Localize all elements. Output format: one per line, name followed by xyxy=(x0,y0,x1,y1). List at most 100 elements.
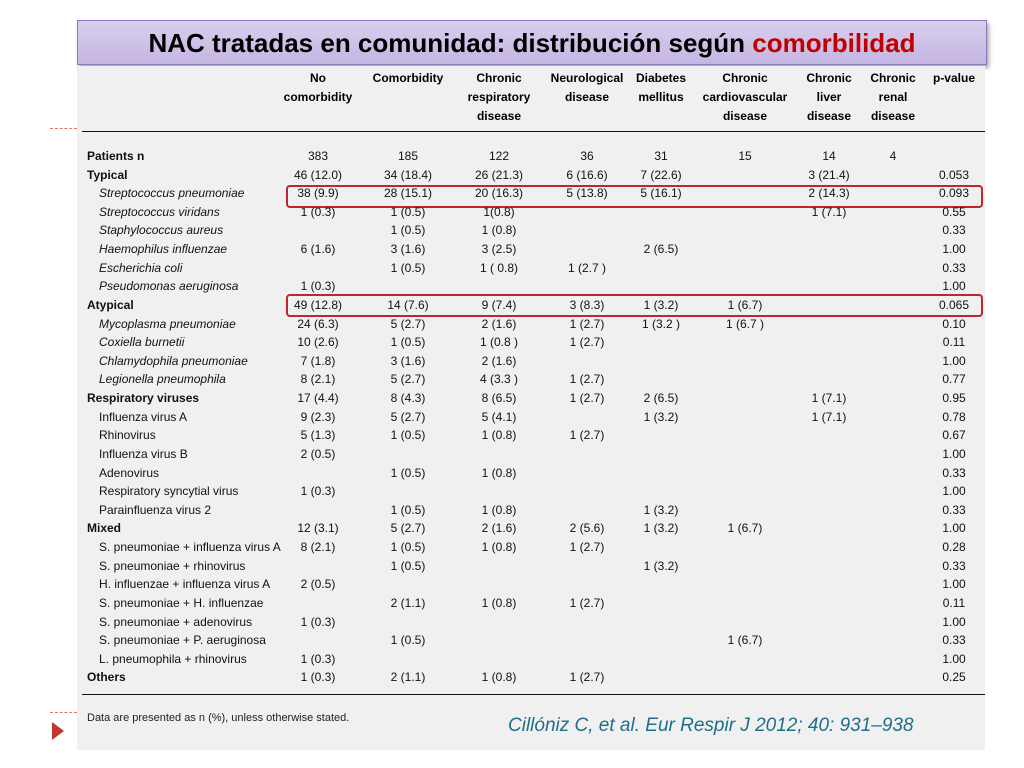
table-cell: 383 xyxy=(307,149,329,163)
table-cell: 1 (2.7) xyxy=(569,335,605,350)
table-row: Others 1 (0.3) 2 (1.1) 1 (0.8) 1 (2.7) 0.25 xyxy=(77,668,985,687)
table-cell: 0.33 xyxy=(942,633,966,648)
table-cell: 1 (2.7) xyxy=(569,372,605,387)
row-label: Pseudomonas aeruginosa xyxy=(99,279,239,294)
table-row: L. pneumophila + rhinovirus 1 (0.3) 1.00 xyxy=(77,650,985,669)
row-label: S. pneumoniae + P. aeruginosa xyxy=(99,633,266,648)
table-cell: 1 (3.2) xyxy=(643,297,679,312)
table-row: Chlamydophila pneumoniae 7 (1.8) 3 (1.6) 2 … xyxy=(77,352,985,371)
table-row: Patients n 383 185 122 36 31 15 14 4 xyxy=(77,147,985,166)
table-cell: 1.00 xyxy=(942,446,966,461)
decorative-dashed-line xyxy=(50,712,77,713)
row-label: S. pneumoniae + adenovirus xyxy=(99,614,253,629)
table-cell: 5 (2.7) xyxy=(390,521,426,536)
table-cell: 2 (0.5) xyxy=(300,446,336,461)
table-cell: 1 (0.5) xyxy=(390,335,426,350)
row-label: Others xyxy=(87,670,126,685)
table-cell: 1 (0.8) xyxy=(481,223,517,238)
table-cell: 9 (7.4) xyxy=(481,297,517,312)
table-cell: 9 (2.3) xyxy=(300,409,336,424)
column-header-line: Chronic xyxy=(476,71,522,85)
table-row: Streptococcus viridans 1 (0.3) 1 (0.5) 1(0.… xyxy=(77,203,985,222)
table-cell: 0.33 xyxy=(942,502,966,517)
table-cell: 1 (0.8) xyxy=(481,595,517,610)
table-cell: 1 (2.7) xyxy=(569,391,605,406)
row-label: L. pneumophila + rhinovirus xyxy=(99,651,247,666)
decorative-dashed-line xyxy=(50,128,77,129)
column-header-line: mellitus xyxy=(638,90,684,104)
table-row: H. influenzae + influenza virus A 2 (0.5)… xyxy=(77,575,985,594)
table-cell: 122 xyxy=(488,149,510,163)
column-header-line: disease xyxy=(476,109,522,123)
row-label: Coxiella burnetii xyxy=(99,335,185,350)
table-cell: 0.78 xyxy=(942,409,966,424)
column-header-line: Neurological xyxy=(550,71,624,85)
table-cell: 1.00 xyxy=(942,521,966,536)
table-cell: 34 (18.4) xyxy=(383,167,433,182)
table-cell: 1 (2.7) xyxy=(569,540,605,555)
table-cell: 31 xyxy=(654,149,668,163)
table-row: Mycoplasma pneumoniae 24 (6.3) 5 (2.7) 2 (1… xyxy=(77,315,985,334)
table-row: Haemophilus influenzae 6 (1.6) 3 (1.6) 3 (2… xyxy=(77,240,985,259)
table-cell: 1 (2.7) xyxy=(569,670,605,685)
row-label: Parainfluenza virus 2 xyxy=(99,502,212,517)
table-cell: 0.77 xyxy=(942,372,966,387)
table-cell: 2 (0.5) xyxy=(300,577,336,592)
column-header-line: disease xyxy=(722,109,768,123)
table-cell: 1 (0.5) xyxy=(390,223,426,238)
table-cell: 1 (0.8) xyxy=(481,670,517,685)
table-cell: 0.11 xyxy=(942,335,966,350)
table-row: Typical 46 (12.0) 34 (18.4) 26 (21.3) 6 (16.… xyxy=(77,166,985,185)
table-cell: 0.28 xyxy=(942,540,966,555)
column-header-line: Chronic xyxy=(806,71,852,85)
table-cell: 1 (6.7) xyxy=(727,521,763,536)
column-header: Chronic respiratory disease xyxy=(449,69,549,126)
table-cell: 3 (1.6) xyxy=(390,242,426,257)
table-cell: 0.33 xyxy=(942,260,966,275)
table-row: S. pneumoniae + P. aeruginosa 1 (0.5) 1 (6… xyxy=(77,631,985,650)
row-label: Influenza virus A xyxy=(99,409,188,424)
column-header-line: Chronic xyxy=(870,71,916,85)
row-label: Respiratory viruses xyxy=(87,391,200,406)
column-header-line: disease xyxy=(806,109,852,123)
table-cell: 1 (3.2) xyxy=(643,502,679,517)
table-cell: 0.25 xyxy=(942,670,966,685)
table-cell: 1 (0.5) xyxy=(390,428,426,443)
row-label: Escherichia coli xyxy=(99,260,183,275)
table-cell: 0.11 xyxy=(942,595,966,610)
table-cell: 0.67 xyxy=(942,428,966,443)
table-cell: 5 (4.1) xyxy=(481,409,517,424)
highlight-box-atypical xyxy=(286,294,983,317)
table-cell: 2 (5.6) xyxy=(569,521,605,536)
row-label: Atypical xyxy=(87,297,134,312)
table-row: Influenza virus B 2 (0.5) 1.00 xyxy=(77,445,985,464)
table-cell: 7 (1.8) xyxy=(300,353,336,368)
table-row: Pseudomonas aeruginosa 1 (0.3) 1.00 xyxy=(77,277,985,296)
table-cell: 1 (0.3) xyxy=(300,279,336,294)
table-row: S. pneumoniae + rhinovirus 1 (0.5) 1 (3.2)… xyxy=(77,557,985,576)
column-header-line: comorbidity xyxy=(283,90,353,104)
row-label: Typical xyxy=(87,167,128,182)
citation: Cillóniz C, et al. Eur Respir J 2012; 40… xyxy=(508,715,914,736)
table-cell: 1 (6.7 ) xyxy=(725,316,764,331)
table-cell: 4 (3.3 ) xyxy=(479,372,518,387)
column-header: No comorbidity xyxy=(268,69,368,107)
bullet-triangle-icon xyxy=(52,722,64,740)
results-table: Data are presented as n (%), unless othe… xyxy=(77,66,985,750)
table-cell: 8 (4.3) xyxy=(390,391,426,406)
table-cell: 2 (1.1) xyxy=(390,670,426,685)
table-row: Respiratory viruses 17 (4.4) 8 (4.3) 8 (6.5… xyxy=(77,389,985,408)
slide-title-banner: NAC tratadas en comunidad: distribución … xyxy=(77,20,987,65)
table-cell: 1.00 xyxy=(942,614,966,629)
table-cell: 1 (0.8 ) xyxy=(479,335,518,350)
column-header: Diabetes mellitus xyxy=(611,69,711,107)
column-header-line: No xyxy=(310,71,326,85)
table-cell: 1 (3.2 ) xyxy=(641,316,680,331)
table-cell: 1 (2.7) xyxy=(569,316,605,331)
table-cell: 1 (7.1) xyxy=(811,391,847,406)
table-bottom-rule xyxy=(82,694,985,695)
table-cell: 1 (0.3) xyxy=(300,651,336,666)
table-cell: 185 xyxy=(397,149,419,163)
table-cell: 1 (0.3) xyxy=(300,204,336,219)
table-row: Rhinovirus 5 (1.3) 1 (0.5) 1 (0.8) 1 (2.7) 0.… xyxy=(77,426,985,445)
